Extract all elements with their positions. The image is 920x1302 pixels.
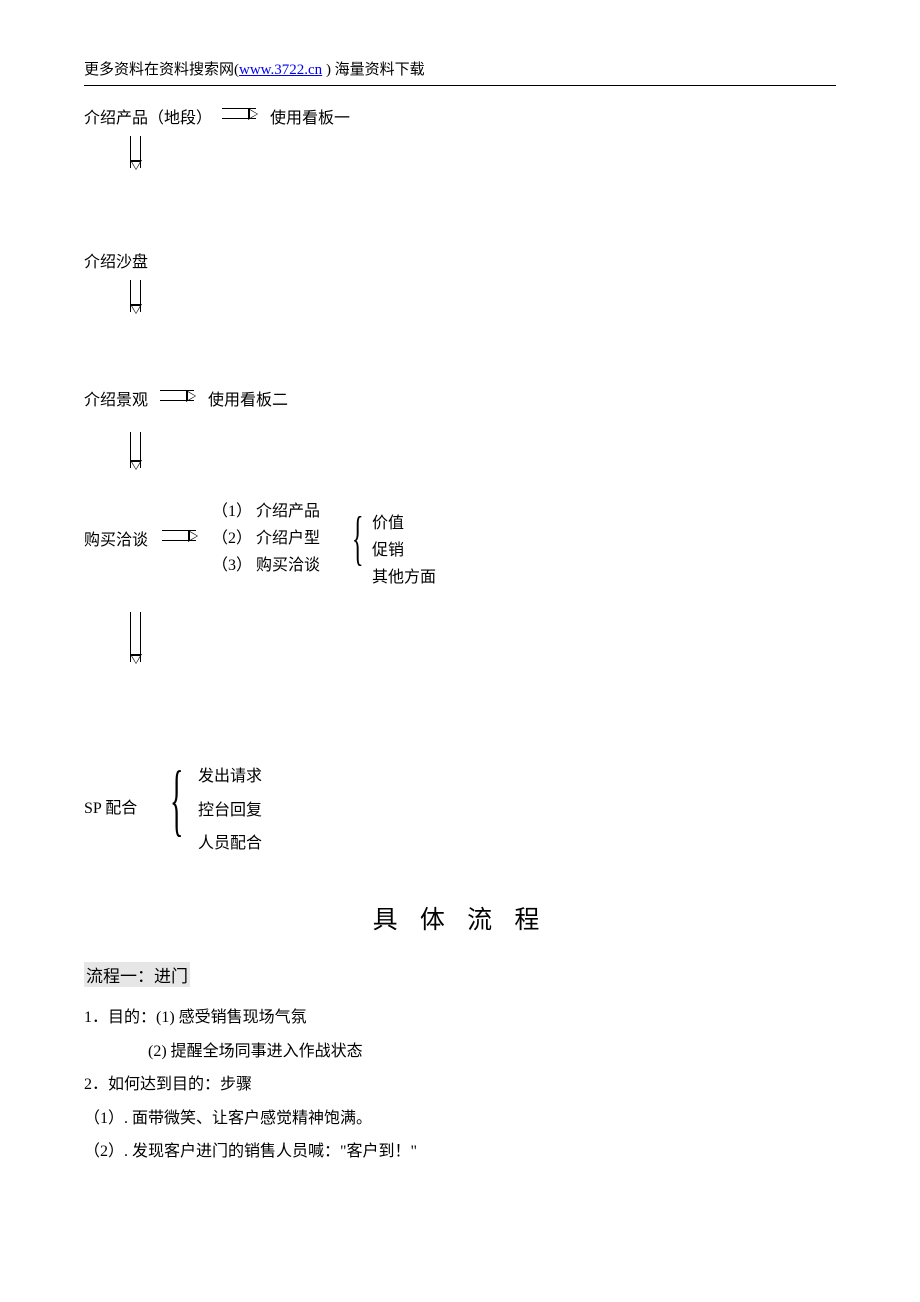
- node-intro-product: 介绍产品（地段）: [84, 104, 212, 128]
- flowchart: 介绍产品（地段） 使用看板一 介绍沙盘 介绍景观 使用看板二 购买洽谈 （1） …: [84, 100, 836, 860]
- node-landscape: 介绍景观: [84, 386, 148, 410]
- purchase-brace-list: 价值 促销 其他方面: [372, 510, 436, 592]
- arrow-right-1: [222, 108, 256, 119]
- node-use-board-1: 使用看板一: [270, 104, 350, 128]
- purchase-brace-2: 促销: [372, 537, 436, 564]
- brace-icon-2: {: [170, 760, 183, 840]
- node-use-board-2: 使用看板二: [208, 386, 288, 410]
- header-suffix: ) 海量资料下载: [322, 62, 425, 78]
- section-title: 具 体 流 程: [84, 900, 836, 936]
- header-link[interactable]: www.3722.cn: [239, 62, 322, 78]
- arrow-down-2: [130, 280, 141, 312]
- purchase-list: （1） 介绍产品 （2） 介绍户型 （3） 购买洽谈: [212, 498, 320, 580]
- node-sand-table: 介绍沙盘: [84, 248, 148, 272]
- arrow-down-3: [130, 432, 141, 468]
- purchase-list-2: （2） 介绍户型: [212, 525, 320, 552]
- proc-line-2: 2．如何达到目的：步骤: [84, 1068, 836, 1102]
- proc-line-3: （1）. 面带微笑、让客户感觉精神饱满。: [84, 1102, 836, 1136]
- arrow-down-4: [130, 612, 141, 662]
- arrow-right-3: [162, 530, 196, 541]
- proc-line-1b: (2) 提醒全场同事进入作战状态: [84, 1035, 836, 1069]
- arrow-right-2: [160, 390, 194, 401]
- node-purchase-talk: 购买洽谈: [84, 526, 148, 550]
- header-prefix: 更多资料在资料搜索网(: [84, 62, 239, 78]
- process-1-heading: 流程一：进门: [84, 962, 190, 987]
- arrow-down-1: [130, 136, 141, 168]
- page-header: 更多资料在资料搜索网(www.3722.cn ) 海量资料下载: [84, 58, 836, 79]
- purchase-brace-1: 价值: [372, 510, 436, 537]
- brace-icon-1: {: [352, 508, 364, 568]
- sp-brace-1: 发出请求: [198, 760, 262, 794]
- purchase-brace-3: 其他方面: [372, 564, 436, 591]
- sp-brace-2: 控台回复: [198, 794, 262, 828]
- purchase-list-1: （1） 介绍产品: [212, 498, 320, 525]
- header-rule: [84, 85, 836, 86]
- node-sp-coop: SP 配合: [84, 794, 137, 818]
- proc-line-4: （2）. 发现客户进门的销售人员喊："客户到！": [84, 1135, 836, 1169]
- sp-brace-3: 人员配合: [198, 827, 262, 861]
- proc-line-1: 1．目的：(1) 感受销售现场气氛: [84, 1001, 836, 1035]
- purchase-list-3: （3） 购买洽谈: [212, 552, 320, 579]
- sp-brace-list: 发出请求 控台回复 人员配合: [198, 760, 262, 861]
